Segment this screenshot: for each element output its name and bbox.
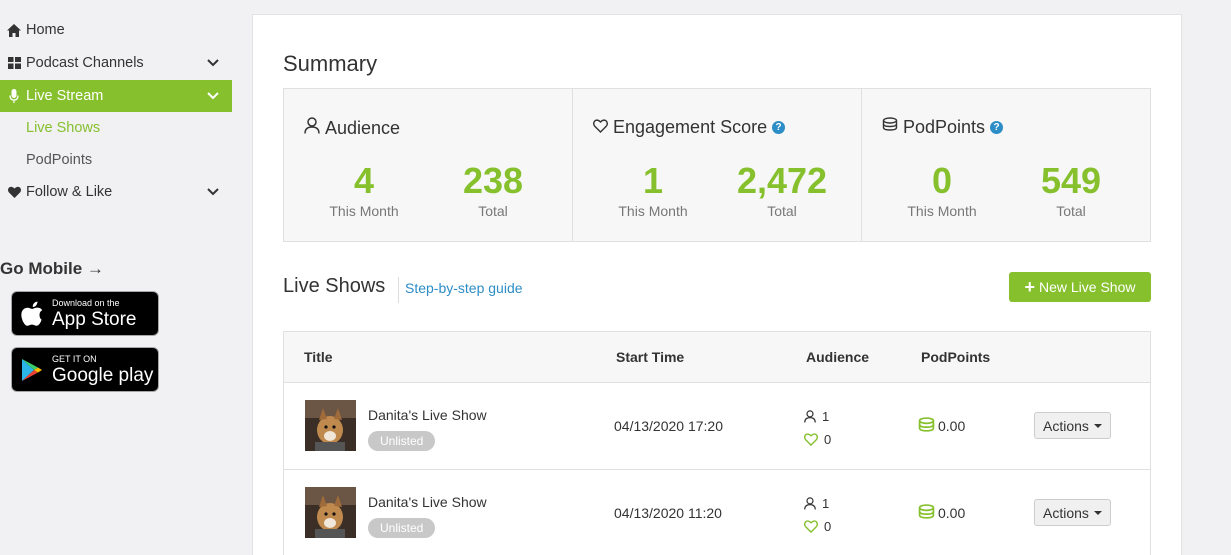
help-icon[interactable]: ?: [990, 121, 1004, 134]
engagement-month-value: 1: [642, 160, 664, 201]
app-store-button[interactable]: Download on the App Store: [11, 291, 159, 336]
table-header: Title Start Time Audience PodPoints: [284, 332, 1150, 383]
sidebar-item-label: Follow & Like: [26, 184, 113, 200]
engagement-label: Engagement Score: [613, 117, 768, 137]
live-shows-title: Live Shows: [283, 275, 386, 297]
home-icon: [0, 23, 26, 37]
grid-icon: [0, 57, 26, 69]
podpoints-label: PodPoints: [903, 117, 986, 137]
sidebar-subitem-live-shows[interactable]: Live Shows: [26, 120, 101, 136]
podpoints-value: 0.00: [938, 417, 966, 434]
user-icon: [804, 497, 816, 510]
actions-label: Actions: [1043, 504, 1089, 521]
sidebar-item-label: Podcast Channels: [26, 55, 144, 71]
audience-count: 1: [822, 409, 830, 424]
heart-outline-icon: [593, 117, 613, 138]
coins-icon: [918, 504, 935, 519]
sidebar-item-follow-like[interactable]: Follow & Like: [0, 176, 232, 208]
show-title[interactable]: Danita's Live Show: [368, 407, 487, 423]
status-badge: Unlisted: [368, 431, 436, 451]
start-time: 04/13/2020 17:20: [614, 418, 723, 434]
podpoints-stat: PodPoints ? 0 This Month 549 Total: [862, 89, 1150, 241]
column-header-audience[interactable]: Audience: [806, 349, 870, 365]
heart-outline-icon: [804, 433, 818, 446]
show-thumbnail: [305, 487, 356, 538]
podpoints-month-caption: This Month: [907, 203, 977, 219]
caret-down-icon: [1093, 423, 1102, 428]
heart-icon: [0, 186, 26, 198]
sidebar-subitem-podpoints[interactable]: PodPoints: [26, 152, 93, 168]
new-live-show-button[interactable]: + New Live Show: [1009, 272, 1151, 302]
apple-icon: [12, 300, 52, 328]
chevron-down-icon[interactable]: [194, 92, 232, 100]
table-row[interactable]: Danita's Live Show Unlisted 04/13/2020 1…: [284, 383, 1150, 470]
audience-month-value: 4: [353, 160, 375, 201]
audience-stat: Audience 4 This Month 238 Total: [284, 89, 573, 241]
audience-month-caption: This Month: [329, 203, 399, 219]
caret-down-icon: [1093, 510, 1102, 515]
main-panel: Summary Audience 4 This Month 238 Total: [252, 14, 1182, 555]
show-thumbnail: [305, 400, 356, 451]
plus-icon: +: [1024, 277, 1035, 297]
sidebar-item-home[interactable]: Home: [0, 14, 232, 46]
podpoints-cell: 0.00: [918, 504, 965, 521]
column-header-podpoints[interactable]: PodPoints: [921, 349, 991, 365]
heart-outline-icon: [804, 520, 818, 533]
audience-total-value: 238: [462, 160, 524, 201]
app-store-small-text: Download on the: [52, 297, 120, 308]
help-icon[interactable]: ?: [772, 121, 786, 134]
engagement-month-caption: This Month: [618, 203, 688, 219]
coins-icon: [882, 117, 903, 138]
show-title[interactable]: Danita's Live Show: [368, 494, 487, 510]
summary-stats: Audience 4 This Month 238 Total Engageme…: [283, 88, 1151, 242]
microphone-icon: [0, 88, 26, 104]
engagement-total-caption: Total: [767, 203, 797, 219]
actions-dropdown[interactable]: Actions: [1034, 499, 1111, 526]
summary-title: Summary: [283, 51, 378, 76]
google-play-button[interactable]: GET IT ON Google play: [11, 347, 159, 392]
status-badge: Unlisted: [368, 518, 436, 538]
table-row[interactable]: Danita's Live Show Unlisted 04/13/2020 1…: [284, 470, 1150, 555]
go-mobile-heading: Go Mobile →: [0, 259, 104, 278]
chevron-down-icon[interactable]: [194, 188, 232, 196]
step-by-step-guide-link[interactable]: Step-by-step guide: [405, 280, 523, 296]
divider: [398, 277, 399, 303]
chevron-down-icon[interactable]: [194, 59, 232, 67]
engagement-stat: Engagement Score ? 1 This Month 2,472 To…: [573, 89, 862, 241]
google-play-big-text: Google play: [52, 364, 154, 386]
column-header-start-time[interactable]: Start Time: [616, 349, 685, 365]
podpoints-total-value: 549: [1040, 160, 1102, 201]
app-store-big-text: App Store: [52, 308, 137, 330]
live-shows-table: Title Start Time Audience PodPoints Dani…: [283, 331, 1151, 555]
podpoints-value: 0.00: [938, 504, 966, 521]
sidebar-item-label: Home: [26, 22, 65, 38]
audience-cell: 1 0: [804, 492, 831, 538]
start-time: 04/13/2020 11:20: [614, 505, 722, 521]
audience-cell: 1 0: [804, 405, 831, 451]
new-live-show-label: New Live Show: [1039, 279, 1136, 295]
sidebar-item-live-stream[interactable]: Live Stream: [0, 80, 232, 112]
column-header-title[interactable]: Title: [304, 349, 333, 365]
likes-count: 0: [824, 432, 832, 447]
podpoints-month-value: 0: [931, 160, 953, 201]
google-play-icon: [12, 358, 52, 382]
sidebar: Home Podcast Channels Live Stream Live S…: [0, 0, 232, 555]
podpoints-cell: 0.00: [918, 417, 965, 434]
google-play-small-text: GET IT ON: [52, 353, 97, 364]
sidebar-item-label: Live Stream: [26, 88, 104, 104]
actions-label: Actions: [1043, 417, 1089, 434]
podpoints-total-caption: Total: [1056, 203, 1086, 219]
sidebar-item-podcast-channels[interactable]: Podcast Channels: [0, 47, 232, 79]
audience-total-caption: Total: [478, 203, 508, 219]
user-icon: [804, 410, 816, 423]
user-icon: [304, 117, 325, 139]
audience-label: Audience: [325, 117, 401, 138]
actions-dropdown[interactable]: Actions: [1034, 412, 1111, 439]
engagement-total-value: 2,472: [736, 160, 828, 201]
coins-icon: [918, 417, 935, 432]
likes-count: 0: [824, 519, 832, 534]
audience-count: 1: [822, 496, 830, 511]
